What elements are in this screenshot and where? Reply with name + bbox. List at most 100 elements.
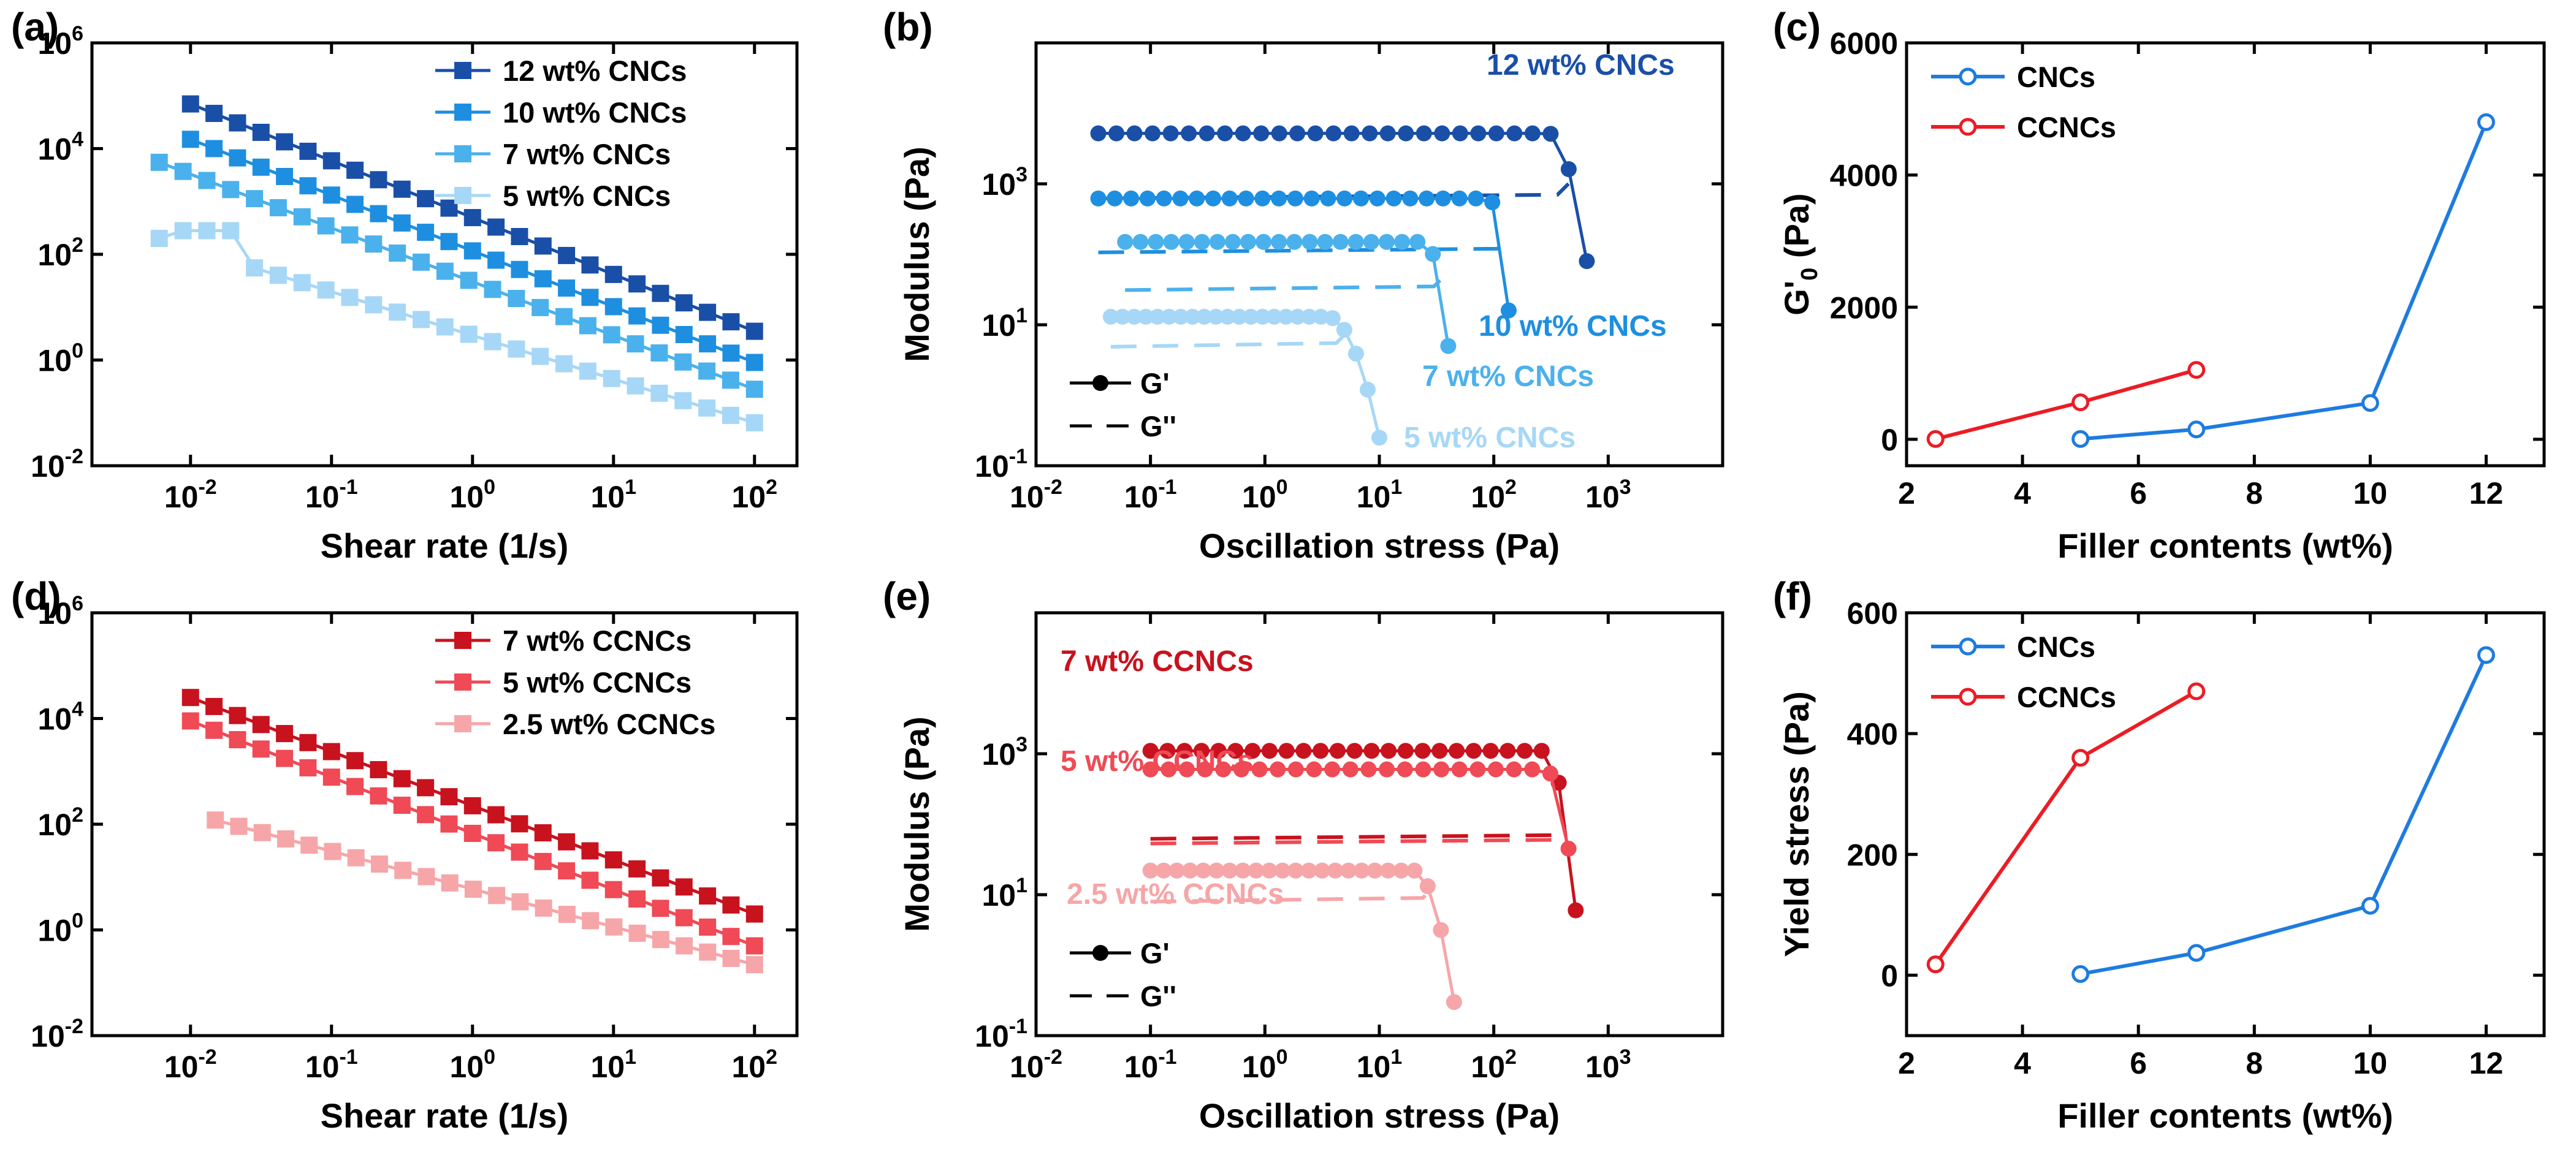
g-prime-point [1306,761,1322,778]
data-point [511,815,528,833]
data-point [150,230,168,248]
g-prime-point [1117,233,1134,250]
g-double-prime-line [1125,274,1447,292]
data-point [253,824,271,841]
g-prime-point [1469,761,1486,778]
data-point [579,362,596,380]
g-prime-point [1451,761,1468,778]
panel-d: 10-2 10-1 100 101 102 10-2 100 102 104 106 Shear r… [11,574,799,1135]
data-point [558,279,576,297]
data-point [699,887,717,905]
g-prime-point [1385,190,1402,207]
data-point [487,218,505,236]
data-point [222,181,240,199]
data-point [627,377,644,395]
g-prime-point [1431,743,1448,759]
data-point [341,226,359,244]
g-prime-point [1278,743,1295,759]
g-prime-point [1325,125,1342,142]
g-prime-point [1107,190,1123,207]
x-tick-label: 4 [2014,1046,2031,1080]
data-point [650,344,668,362]
data-point [370,760,387,778]
g-prime-point [1409,233,1426,250]
g-prime-point [1393,862,1409,879]
data-point [1926,430,1945,448]
g-prime-point [1254,190,1271,207]
x-tick-label: 10-1 [1124,1045,1177,1084]
data-point [300,836,318,854]
data-point [222,222,240,240]
data-point [463,797,481,814]
g-prime-point [1161,308,1178,325]
data-point [675,909,693,927]
data-point [558,906,576,923]
data-point [745,905,763,923]
g-prime-point [1172,190,1189,207]
data-point [650,384,668,402]
g-prime-point [1156,862,1172,879]
series-annotation: 2.5 wt% CCNCs [1067,878,1284,911]
data-point [389,245,406,262]
data-point [417,868,435,885]
y-tick-label: 101 [981,304,1027,343]
y-tick-label: 102 [37,233,83,272]
x-tick-label: 6 [2130,1046,2147,1080]
data-point [198,172,216,189]
data-point [2477,646,2495,664]
g-prime-point [1414,743,1431,759]
legend-label: CNCs [2017,61,2095,93]
g-prime-point [1542,126,1559,142]
data-point [393,180,411,198]
data-point [745,354,763,371]
g-prime-point [1314,862,1330,879]
g-prime-point [1449,743,1465,759]
x-tick-label: 10 [2353,1046,2388,1080]
g-prime-point [1248,862,1264,879]
data-point [603,370,620,387]
data-point [417,806,435,824]
data-point [745,414,763,431]
g-prime-point [1126,125,1143,142]
g-prime-point [1451,190,1468,207]
data-point [324,843,341,860]
x-tick-label: 10-1 [305,476,358,514]
g-prime-point [1317,233,1333,250]
g-prime-point [1145,125,1161,142]
g-prime-point [1178,233,1195,250]
g-prime-point [1156,190,1172,207]
x-tick-label: 10 [2353,476,2388,510]
g-prime-point [1301,862,1317,879]
g-prime-point [1381,743,1397,759]
g-prime-point [1524,125,1541,142]
legend-label: 5 wt% CCNCs [503,666,692,699]
g-prime-point [1176,743,1193,759]
x-tick-label: 6 [2130,476,2147,510]
legend-label: 2.5 wt% CCNCs [503,708,715,740]
g-prime-point [1271,190,1287,207]
g-prime-point [1406,862,1423,879]
data-point [603,326,620,344]
data-point [299,734,317,751]
data-point [487,806,505,824]
y-axis-title: Yield stress (Pa) [1777,691,1816,957]
g-prime-point [1419,878,1436,895]
series-line [1935,368,2197,441]
data-point [581,871,599,889]
x-tick-label: 102 [1471,1045,1517,1084]
g-prime-point [1209,233,1225,250]
g-prime-point [1233,761,1249,778]
plot-frame [1905,41,2546,468]
g-prime-point [1568,902,1584,919]
y-tick-label: 104 [37,698,83,737]
g-prime-line [1098,132,1588,262]
g-prime-point [1340,862,1357,879]
x-tick-label: 101 [590,476,636,514]
data-point [604,881,622,898]
g-prime-point [1416,125,1432,142]
x-tick-label: 10-2 [1010,1045,1062,1084]
data-point [699,918,717,936]
data-point [675,325,693,343]
data-point [246,190,264,208]
g-prime-point [1324,761,1341,778]
